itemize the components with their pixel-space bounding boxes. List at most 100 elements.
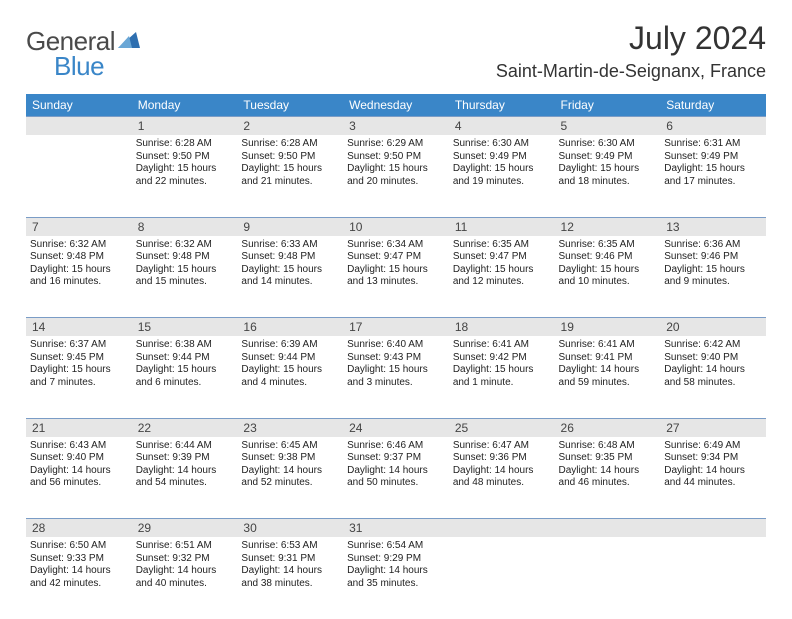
day-number: 20 (660, 318, 766, 337)
day-cell: Sunrise: 6:50 AMSunset: 9:33 PMDaylight:… (26, 537, 132, 619)
day-number: 2 (237, 117, 343, 136)
sunrise-text: Sunrise: 6:40 AM (347, 339, 445, 352)
sunrise-text: Sunrise: 6:36 AM (664, 239, 762, 252)
sunset-text: Sunset: 9:44 PM (241, 352, 339, 365)
sunrise-text: Sunrise: 6:35 AM (453, 239, 551, 252)
daylight-text: Daylight: 15 hours (241, 364, 339, 377)
daylight-text: Daylight: 15 hours (241, 163, 339, 176)
sunset-text: Sunset: 9:31 PM (241, 553, 339, 566)
day-cell: Sunrise: 6:47 AMSunset: 9:36 PMDaylight:… (449, 437, 555, 519)
daylight-text: and 3 minutes. (347, 377, 445, 390)
daylight-text: and 1 minute. (453, 377, 551, 390)
weekday-header: Tuesday (237, 94, 343, 117)
day-cell: Sunrise: 6:42 AMSunset: 9:40 PMDaylight:… (660, 336, 766, 418)
daylight-text: and 6 minutes. (136, 377, 234, 390)
sunset-text: Sunset: 9:47 PM (347, 251, 445, 264)
sunset-text: Sunset: 9:39 PM (136, 452, 234, 465)
day-number: 9 (237, 217, 343, 236)
sunrise-text: Sunrise: 6:31 AM (664, 138, 762, 151)
daylight-text: and 22 minutes. (136, 176, 234, 189)
sunrise-text: Sunrise: 6:38 AM (136, 339, 234, 352)
sunset-text: Sunset: 9:49 PM (453, 151, 551, 164)
day-number: 23 (237, 418, 343, 437)
sunset-text: Sunset: 9:36 PM (453, 452, 551, 465)
day-cell: Sunrise: 6:30 AMSunset: 9:49 PMDaylight:… (555, 135, 661, 217)
day-cell: Sunrise: 6:34 AMSunset: 9:47 PMDaylight:… (343, 236, 449, 318)
daylight-text: Daylight: 14 hours (559, 364, 657, 377)
daylight-text: Daylight: 14 hours (347, 465, 445, 478)
sunset-text: Sunset: 9:50 PM (136, 151, 234, 164)
logo-text-2: Blue (54, 51, 104, 82)
daylight-text: and 18 minutes. (559, 176, 657, 189)
day-number: 26 (555, 418, 661, 437)
sunrise-text: Sunrise: 6:50 AM (30, 540, 128, 553)
day-cell: Sunrise: 6:37 AMSunset: 9:45 PMDaylight:… (26, 336, 132, 418)
sunset-text: Sunset: 9:32 PM (136, 553, 234, 566)
sunset-text: Sunset: 9:29 PM (347, 553, 445, 566)
daylight-text: and 19 minutes. (453, 176, 551, 189)
sunrise-text: Sunrise: 6:32 AM (30, 239, 128, 252)
sunset-text: Sunset: 9:47 PM (453, 251, 551, 264)
calendar-table: Sunday Monday Tuesday Wednesday Thursday… (26, 94, 766, 619)
daylight-text: and 38 minutes. (241, 578, 339, 591)
day-cell: Sunrise: 6:45 AMSunset: 9:38 PMDaylight:… (237, 437, 343, 519)
day-cell: Sunrise: 6:35 AMSunset: 9:47 PMDaylight:… (449, 236, 555, 318)
day-number: 24 (343, 418, 449, 437)
day-number (660, 519, 766, 538)
day-number: 11 (449, 217, 555, 236)
day-number (555, 519, 661, 538)
sunrise-text: Sunrise: 6:32 AM (136, 239, 234, 252)
day-cell (449, 537, 555, 619)
sunrise-text: Sunrise: 6:46 AM (347, 440, 445, 453)
daylight-text: Daylight: 14 hours (30, 565, 128, 578)
sunrise-text: Sunrise: 6:41 AM (453, 339, 551, 352)
daylight-text: and 15 minutes. (136, 276, 234, 289)
sunset-text: Sunset: 9:44 PM (136, 352, 234, 365)
day-cell: Sunrise: 6:44 AMSunset: 9:39 PMDaylight:… (132, 437, 238, 519)
day-number: 15 (132, 318, 238, 337)
day-number: 13 (660, 217, 766, 236)
day-cell (555, 537, 661, 619)
day-number: 7 (26, 217, 132, 236)
day-number: 12 (555, 217, 661, 236)
weekday-header: Thursday (449, 94, 555, 117)
daylight-text: Daylight: 14 hours (453, 465, 551, 478)
daylight-text: and 58 minutes. (664, 377, 762, 390)
daylight-text: Daylight: 14 hours (664, 364, 762, 377)
daylight-text: and 44 minutes. (664, 477, 762, 490)
day-number: 31 (343, 519, 449, 538)
daylight-text: Daylight: 14 hours (559, 465, 657, 478)
daylight-text: and 35 minutes. (347, 578, 445, 591)
daylight-text: and 20 minutes. (347, 176, 445, 189)
daylight-text: and 54 minutes. (136, 477, 234, 490)
day-number: 28 (26, 519, 132, 538)
day-number-row: 123456 (26, 117, 766, 136)
weekday-header: Sunday (26, 94, 132, 117)
daylight-text: Daylight: 15 hours (664, 163, 762, 176)
daylight-text: Daylight: 15 hours (453, 264, 551, 277)
sunrise-text: Sunrise: 6:28 AM (241, 138, 339, 151)
sunset-text: Sunset: 9:38 PM (241, 452, 339, 465)
sunset-text: Sunset: 9:41 PM (559, 352, 657, 365)
daylight-text: Daylight: 15 hours (664, 264, 762, 277)
weekday-header: Saturday (660, 94, 766, 117)
daylight-text: and 56 minutes. (30, 477, 128, 490)
sunset-text: Sunset: 9:45 PM (30, 352, 128, 365)
sunrise-text: Sunrise: 6:37 AM (30, 339, 128, 352)
daylight-text: and 16 minutes. (30, 276, 128, 289)
day-cell: Sunrise: 6:33 AMSunset: 9:48 PMDaylight:… (237, 236, 343, 318)
day-cell: Sunrise: 6:41 AMSunset: 9:41 PMDaylight:… (555, 336, 661, 418)
sunset-text: Sunset: 9:42 PM (453, 352, 551, 365)
sunrise-text: Sunrise: 6:41 AM (559, 339, 657, 352)
day-content-row: Sunrise: 6:43 AMSunset: 9:40 PMDaylight:… (26, 437, 766, 519)
day-cell: Sunrise: 6:46 AMSunset: 9:37 PMDaylight:… (343, 437, 449, 519)
daylight-text: Daylight: 14 hours (241, 465, 339, 478)
day-number-row: 28293031 (26, 519, 766, 538)
daylight-text: Daylight: 15 hours (347, 163, 445, 176)
daylight-text: and 10 minutes. (559, 276, 657, 289)
daylight-text: Daylight: 15 hours (241, 264, 339, 277)
day-cell (660, 537, 766, 619)
day-number: 18 (449, 318, 555, 337)
day-number: 10 (343, 217, 449, 236)
sunset-text: Sunset: 9:34 PM (664, 452, 762, 465)
